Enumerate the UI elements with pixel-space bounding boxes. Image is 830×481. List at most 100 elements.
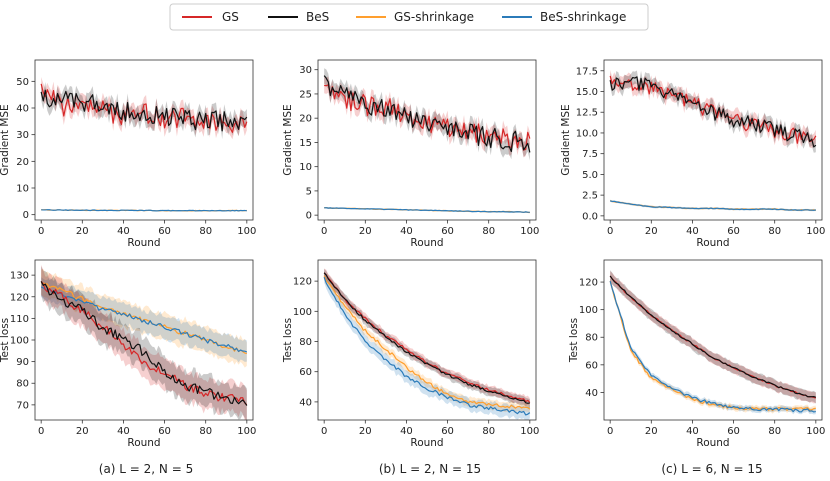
band-gs [610,271,816,404]
x-axis-label: Round [127,237,160,249]
x-tick-label: 60 [441,226,454,237]
y-tick-label: 25 [299,89,312,100]
series-lines [609,75,817,211]
x-tick-label: 80 [768,426,781,437]
y-axis-label: Test loss [0,318,11,363]
x-tick-label: 100 [806,226,825,237]
confidence-bands [610,270,816,415]
x-axis-label: Round [127,437,160,449]
y-tick-label: 130 [10,271,29,282]
y-tick-label: 110 [10,314,29,325]
x-tick-label: 60 [727,226,740,237]
x-tick-label: 100 [237,426,256,437]
chart-panel-1: 0 20 40 60 80 100 0 10 20 30 40 50 Round Gradient MSE [0,59,256,249]
y-axis-label: Gradient MSE [560,104,572,175]
y-tick-label: 40 [16,104,29,115]
line-bes [323,272,530,404]
y-tick-label: 80 [299,337,312,348]
x-tick-label: 100 [520,226,539,237]
band-gs-shrinkage [41,269,247,368]
y-tick-label: 7.5 [582,149,598,160]
band-bes [41,266,247,420]
confidence-bands [324,268,530,420]
x-tick-label: 20 [76,426,89,437]
x-tick-label: 0 [321,226,327,237]
y-tick-label: 50 [16,77,29,88]
y-tick-label: 15.0 [576,87,598,98]
chart-panel-2: 0 20 40 60 80 100 0 5 10 15 20 25 30 Round Gradient MS… [282,59,539,249]
plot-area [40,264,248,420]
line-bes [40,89,248,132]
legend: GS BeS GS-shrinkage BeS-shrinkage [169,3,649,31]
x-axis-label: Round [410,437,443,449]
x-tick-label: 40 [117,426,130,437]
x-tick-label: 20 [359,426,372,437]
band-bes [324,268,530,409]
line-bes [609,275,817,398]
line-gs [323,272,531,403]
plot-area [40,76,248,212]
x-tick-label: 0 [38,226,44,237]
line-bes-shrinkage [323,276,531,416]
legend-label-gs: GS [222,10,239,24]
x-tick-label: 20 [76,226,89,237]
series-lines [323,272,531,416]
y-tick-label: 100 [10,336,29,347]
x-tick-label: 100 [237,226,256,237]
y-axis-label: Gradient MSE [0,104,11,175]
plot-frame [317,59,537,221]
band-gs [41,264,247,420]
line-bes-shrinkage [609,200,816,211]
x-axis-label: Round [696,237,729,249]
x-tick-label: 60 [158,426,171,437]
y-tick-label: 5.0 [582,170,598,181]
x-tick-label: 60 [441,426,454,437]
x-axis-label: Round [410,237,443,249]
y-tick-label: 20 [299,114,312,125]
x-tick-label: 100 [520,426,539,437]
x-tick-label: 40 [400,226,413,237]
x-tick-label: 80 [199,226,212,237]
plot-area [609,69,817,212]
y-tick-label: 60 [299,367,312,378]
band-bes-shrinkage [610,278,816,415]
line-bes-shrinkage [324,207,530,213]
legend-label-gs-shrinkage: GS-shrinkage [394,10,474,24]
plot-area [323,68,531,214]
x-tick-label: 0 [321,426,327,437]
y-tick-label: 0 [23,210,29,221]
band-bes [324,68,530,161]
y-axis-label: Test loss [568,318,580,363]
y-tick-label: 100 [579,305,598,316]
y-axis-label: Gradient MSE [282,104,294,175]
band-gs [41,76,247,140]
y-tick-label: 120 [579,278,598,289]
line-bes [609,76,817,148]
series-lines [323,75,531,214]
y-tick-label: 80 [16,379,29,390]
plot-frame [603,259,823,421]
confidence-bands [610,69,816,212]
y-tick-label: 5 [306,186,312,197]
y-tick-label: 12.5 [576,108,598,119]
y-tick-label: 2.5 [582,191,598,202]
x-tick-label: 0 [38,426,44,437]
y-tick-label: 30 [299,65,312,76]
y-tick-label: 80 [585,333,598,344]
x-tick-label: 20 [645,226,658,237]
x-tick-label: 80 [482,426,495,437]
chart-panel-4: 0 20 40 60 80 100 70 80 90 100 110 120 130 Round Test … [0,259,256,449]
y-tick-label: 0 [306,211,312,222]
line-bes-shrinkage [41,209,247,212]
plot-frame [603,59,823,221]
series-lines [609,275,817,413]
line-bes [323,75,531,153]
band-bes [610,270,816,404]
x-tick-label: 40 [686,226,699,237]
y-axis-label: Test loss [282,318,294,363]
line-gs [609,275,816,399]
chart-panel-5: 0 20 40 60 80 100 40 60 80 100 120 Round Test loss [282,259,539,449]
chart-panel-6: 0 20 40 60 80 100 40 60 80 100 120 Round Test loss [568,259,825,449]
y-tick-label: 20 [16,157,29,168]
